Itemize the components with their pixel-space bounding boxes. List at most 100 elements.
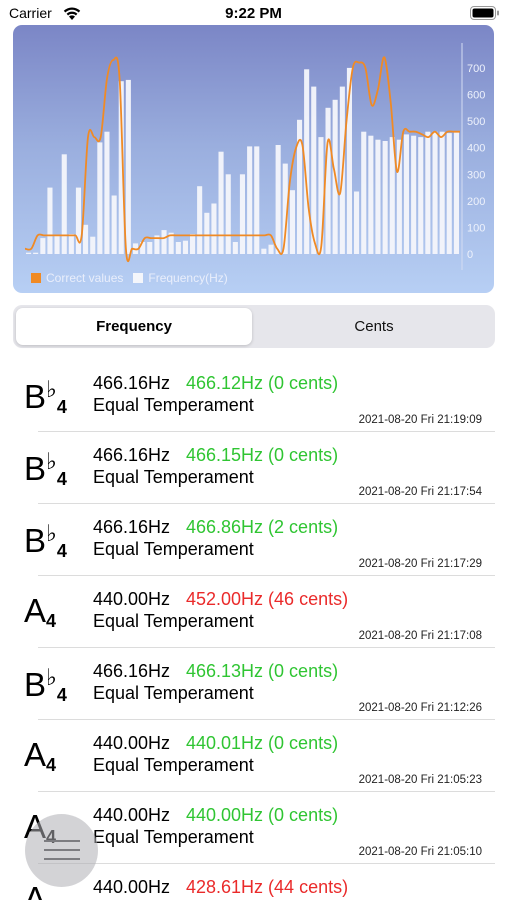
frequency-bar: [325, 107, 331, 254]
frequency-bar: [311, 86, 317, 254]
row-divider: [38, 863, 495, 864]
frequency-bar: [111, 195, 117, 254]
measured-frequency: 466.12Hz (0 cents): [186, 373, 339, 393]
frequency-bar: [389, 137, 395, 254]
reference-frequency: 466.16Hz: [93, 373, 171, 393]
legend-frequency: Frequency(Hz): [133, 271, 228, 285]
row-divider: [38, 647, 495, 648]
y-tick-label: 500: [467, 116, 485, 128]
note-name: B♭4: [24, 448, 67, 490]
frequency-bar: [197, 186, 203, 254]
note-name: B♭4: [24, 664, 67, 706]
frequency-bar: [161, 230, 167, 254]
frequency-bar: [425, 131, 431, 254]
segment-cents[interactable]: Cents: [354, 318, 394, 335]
temperament-label: Equal Temperament: [93, 827, 254, 847]
measured-frequency: 440.00Hz (0 cents): [186, 805, 339, 825]
reference-frequency: 466.16Hz: [93, 445, 171, 465]
y-tick-label: 0: [467, 249, 473, 261]
frequency-bar: [54, 235, 60, 254]
row-divider: [38, 791, 495, 792]
wifi-icon: [63, 7, 81, 20]
history-row[interactable]: B♭4 466.16Hz 466.86Hz (2 cents) Equal Tempe…: [0, 504, 507, 576]
frequency-bar: [97, 142, 103, 254]
note-accidental: ♭: [46, 448, 57, 474]
history-list: B♭4 466.16Hz 466.12Hz (0 cents) Equal Tempe…: [0, 360, 507, 900]
frequency-bar: [125, 79, 131, 255]
frequency-bar: [268, 244, 274, 254]
frequency-bar: [304, 69, 310, 254]
frequency-bar: [47, 187, 53, 254]
frequency-bar: [218, 151, 224, 254]
y-tick-label: 200: [467, 196, 485, 208]
reference-frequency: 466.16Hz: [93, 517, 171, 537]
temperament-label: Equal Temperament: [93, 395, 254, 415]
note-accidental: ♭: [46, 376, 57, 402]
history-row[interactable]: B♭4 466.16Hz 466.13Hz (0 cents) Equal Tempe…: [0, 648, 507, 720]
history-row[interactable]: B♭4 466.16Hz 466.12Hz (0 cents) Equal Tempe…: [0, 360, 507, 432]
frequency-bar: [403, 134, 409, 254]
note-octave: 4: [56, 469, 67, 489]
row-divider: [38, 503, 495, 504]
legend-correct-swatch: [31, 273, 41, 283]
frequency-bar: [318, 137, 324, 254]
frequency-bar: [247, 146, 253, 254]
frequency-bar: [61, 154, 67, 254]
note-name: B♭4: [24, 376, 67, 418]
frequency-bar: [439, 131, 445, 254]
y-tick-label: 100: [467, 222, 485, 234]
reference-frequency: 440.00Hz: [93, 733, 171, 753]
reference-frequency: 466.16Hz: [93, 661, 171, 681]
frequency-bar: [75, 187, 81, 254]
frequency-bar: [118, 81, 124, 254]
correct-values-line: [24, 56, 460, 263]
note-letter: B: [24, 450, 46, 487]
row-divider: [38, 719, 495, 720]
legend-correct-label: Correct values: [46, 271, 124, 285]
note-name: A4: [24, 736, 56, 776]
frequency-bar: [68, 234, 74, 254]
temperament-label: Equal Temperament: [93, 683, 254, 703]
row-divider: [38, 575, 495, 576]
temperament-label: Equal Temperament: [93, 467, 254, 487]
note-letter: A: [24, 592, 46, 629]
note-octave: 4: [56, 397, 67, 417]
measured-frequency: 440.01Hz (0 cents): [186, 733, 339, 753]
frequency-chart: 700 600 500 400 300 200 100 0 Correct values Fr…: [13, 25, 494, 293]
frequency-bar: [297, 119, 303, 254]
timestamp: 2021-08-20 Fri 21:17:54: [358, 486, 482, 498]
history-row[interactable]: A4 440.00Hz 440.01Hz (0 cents) Equal Temper…: [0, 720, 507, 792]
legend-correct-values: Correct values: [31, 271, 123, 285]
carrier-label: Carrier: [9, 5, 52, 21]
segment-frequency[interactable]: Frequency: [16, 308, 252, 345]
frequency-bar: [289, 190, 295, 254]
note-letter: B: [24, 522, 46, 559]
menu-button[interactable]: [25, 814, 98, 887]
y-tick-label: 700: [467, 63, 485, 75]
y-tick-label: 400: [467, 143, 485, 155]
frequency-bar: [33, 252, 39, 254]
row-divider: [38, 431, 495, 432]
measured-frequency: 466.13Hz (0 cents): [186, 661, 339, 681]
view-segmented-control: Frequency Cents: [13, 305, 495, 348]
frequency-bar: [104, 131, 110, 254]
menu-line-icon: [44, 849, 80, 851]
measured-frequency: 466.15Hz (0 cents): [186, 445, 339, 465]
y-tick-label: 600: [467, 90, 485, 102]
frequency-bar: [147, 242, 153, 254]
history-row[interactable]: B♭4 466.16Hz 466.15Hz (0 cents) Equal Tempe…: [0, 432, 507, 504]
frequency-bar: [175, 242, 181, 254]
frequency-bar: [232, 242, 238, 254]
frequency-bar: [411, 135, 417, 254]
frequency-bar: [432, 131, 438, 254]
note-name: B♭4: [24, 520, 67, 562]
frequency-chart-svg: 700 600 500 400 300 200 100 0: [24, 43, 485, 270]
history-row[interactable]: A4 440.00Hz 452.00Hz (46 cents) Equal Tempe…: [0, 576, 507, 648]
frequency-bar: [275, 145, 281, 254]
frequency-bar: [204, 212, 210, 254]
timestamp: 2021-08-20 Fri 21:05:10: [358, 846, 482, 858]
temperament-label: Equal Temperament: [93, 611, 254, 631]
frequency-bar: [140, 242, 146, 254]
frequency-bar: [382, 141, 388, 254]
temperament-label: Equal Temperament: [93, 539, 254, 559]
